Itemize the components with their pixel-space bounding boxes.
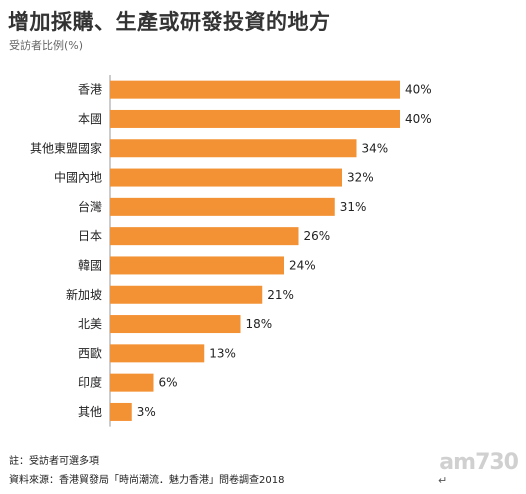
category-label-8: 北美 xyxy=(78,317,102,331)
bar-11 xyxy=(110,402,132,421)
category-label-1: 本國 xyxy=(78,112,102,126)
bar-5 xyxy=(110,227,299,246)
value-label-10: 6% xyxy=(159,376,178,390)
value-label-6: 24% xyxy=(289,258,316,272)
source-note: 資料來源：香港貿發局「時尚潮流．魅力香港」問卷調查2018 xyxy=(9,475,285,486)
value-label-2: 34% xyxy=(362,141,389,155)
category-label-5: 日本 xyxy=(78,229,102,243)
bar-9 xyxy=(110,344,205,363)
value-label-7: 21% xyxy=(267,288,294,302)
value-label-8: 18% xyxy=(246,317,273,331)
value-label-3: 32% xyxy=(347,171,374,185)
category-label-7: 新加坡 xyxy=(66,287,102,302)
category-label-2: 其他東盟國家 xyxy=(30,140,102,155)
category-label-6: 韓國 xyxy=(78,258,102,272)
bar-7 xyxy=(110,285,263,304)
watermark-logo: am730 xyxy=(439,450,519,475)
bar-6 xyxy=(110,256,284,275)
value-label-11: 3% xyxy=(137,405,156,419)
bar-2 xyxy=(110,139,357,158)
value-label-1: 40% xyxy=(405,112,432,126)
bar-1 xyxy=(110,109,400,128)
value-label-4: 31% xyxy=(340,200,367,214)
category-label-9: 西歐 xyxy=(78,345,102,360)
category-label-11: 其他 xyxy=(78,405,102,419)
category-label-4: 台灣 xyxy=(78,199,102,214)
bar-4 xyxy=(110,197,335,216)
chart-title: 增加採購、生產或研發投資的地方 xyxy=(8,10,331,34)
chart-subtitle: 受訪者比例(%) xyxy=(9,39,84,52)
value-label-9: 13% xyxy=(209,346,236,360)
value-label-5: 26% xyxy=(304,229,331,243)
category-label-0: 香港 xyxy=(78,83,102,97)
category-label-10: 印度 xyxy=(78,375,102,390)
bar-8 xyxy=(110,315,241,334)
footnote: 註：受訪者可選多項 xyxy=(9,456,99,467)
bar-0 xyxy=(110,80,400,99)
bar-10 xyxy=(110,373,154,392)
category-label-3: 中國內地 xyxy=(54,170,102,185)
return-arrow-icon: ↵ xyxy=(438,474,448,487)
value-label-0: 40% xyxy=(405,83,432,97)
bar-3 xyxy=(110,168,342,187)
